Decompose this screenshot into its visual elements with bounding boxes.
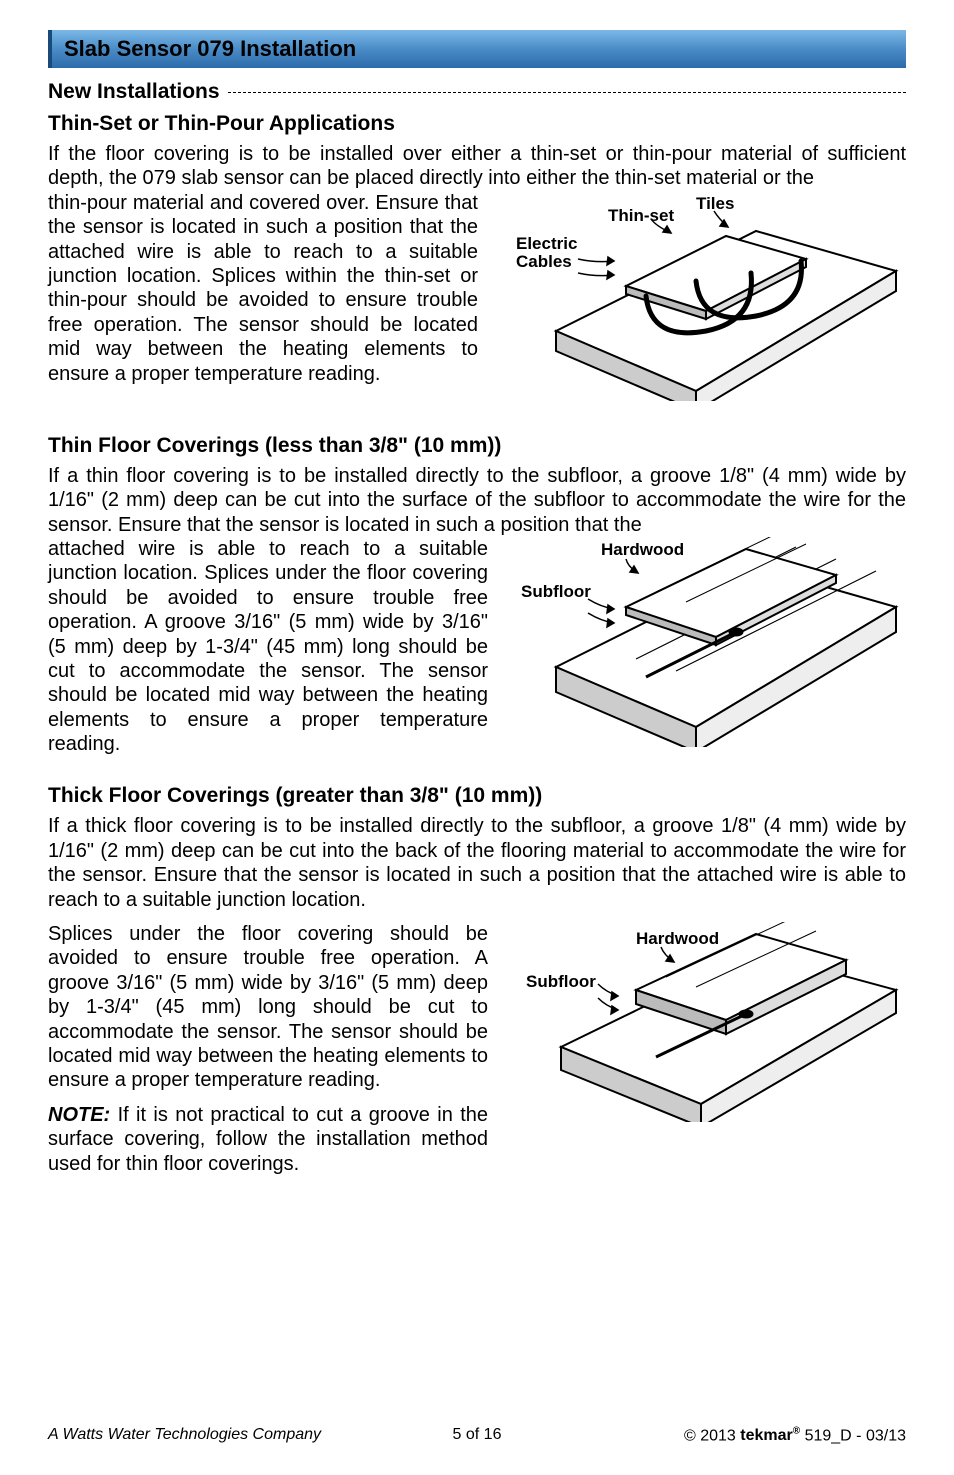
thick-floor-para1: If a thick floor covering is to be insta… bbox=[48, 814, 906, 912]
thin-floor-section: Thin Floor Coverings (less than 3/8" (10… bbox=[48, 434, 906, 757]
footer-company: A Watts Water Technologies Company bbox=[48, 1426, 321, 1444]
thinset-title: Thin-Set or Thin-Pour Applications bbox=[48, 112, 906, 136]
note-prefix: NOTE: bbox=[48, 1104, 110, 1126]
hardwood-label-2: Hardwood bbox=[636, 929, 719, 948]
hardwood-label: Hardwood bbox=[601, 540, 684, 559]
new-installations-label: New Installations bbox=[48, 80, 220, 104]
subfloor-label: Subfloor bbox=[521, 582, 591, 601]
thick-floor-title: Thick Floor Coverings (greater than 3/8"… bbox=[48, 784, 906, 808]
new-installations-header: New Installations bbox=[48, 80, 906, 104]
thick-floor-para2: Splices under the floor covering should … bbox=[48, 922, 488, 1093]
footer-page: 5 of 16 bbox=[453, 1426, 502, 1444]
thin-floor-para2: attached wire is able to reach to a suit… bbox=[48, 537, 488, 757]
section-header-text: Slab Sensor 079 Installation bbox=[64, 36, 356, 61]
thick-floor-diagram: Hardwood Subfloor bbox=[506, 922, 906, 1122]
footer-brand: tekmar® bbox=[740, 1427, 800, 1444]
electric-label: Electric bbox=[516, 234, 577, 253]
thin-floor-title: Thin Floor Coverings (less than 3/8" (10… bbox=[48, 434, 906, 458]
subfloor-label-2: Subfloor bbox=[526, 972, 596, 991]
footer-copyright: © 2013 tekmar® 519_D - 03/13 bbox=[684, 1426, 906, 1445]
cables-label: Cables bbox=[516, 252, 572, 271]
thick-floor-note: NOTE: If it is not practical to cut a gr… bbox=[48, 1103, 488, 1176]
thin-floor-para1: If a thin floor covering is to be instal… bbox=[48, 464, 906, 537]
thinset-para1: If the floor covering is to be installed… bbox=[48, 142, 906, 191]
thinset-para2: thin-pour material and covered over. Ens… bbox=[48, 191, 478, 386]
thinset-section: Thin-Set or Thin-Pour Applications If th… bbox=[48, 112, 906, 406]
page-footer: A Watts Water Technologies Company 5 of … bbox=[48, 1426, 906, 1445]
note-body: If it is not practical to cut a groove i… bbox=[48, 1104, 488, 1175]
thin-floor-diagram: Hardwood Subfloor bbox=[506, 537, 906, 747]
thinset-label: Thin-set bbox=[608, 206, 674, 225]
thick-floor-section: Thick Floor Coverings (greater than 3/8"… bbox=[48, 784, 906, 1175]
footer-right-suffix: 519_D - 03/13 bbox=[800, 1427, 906, 1444]
thinset-diagram: Tiles Thin-set Electric Cables bbox=[496, 191, 906, 401]
tiles-label: Tiles bbox=[696, 194, 734, 213]
section-header: Slab Sensor 079 Installation bbox=[48, 30, 906, 68]
header-dashes bbox=[228, 92, 906, 93]
footer-right-prefix: © 2013 bbox=[684, 1427, 740, 1444]
